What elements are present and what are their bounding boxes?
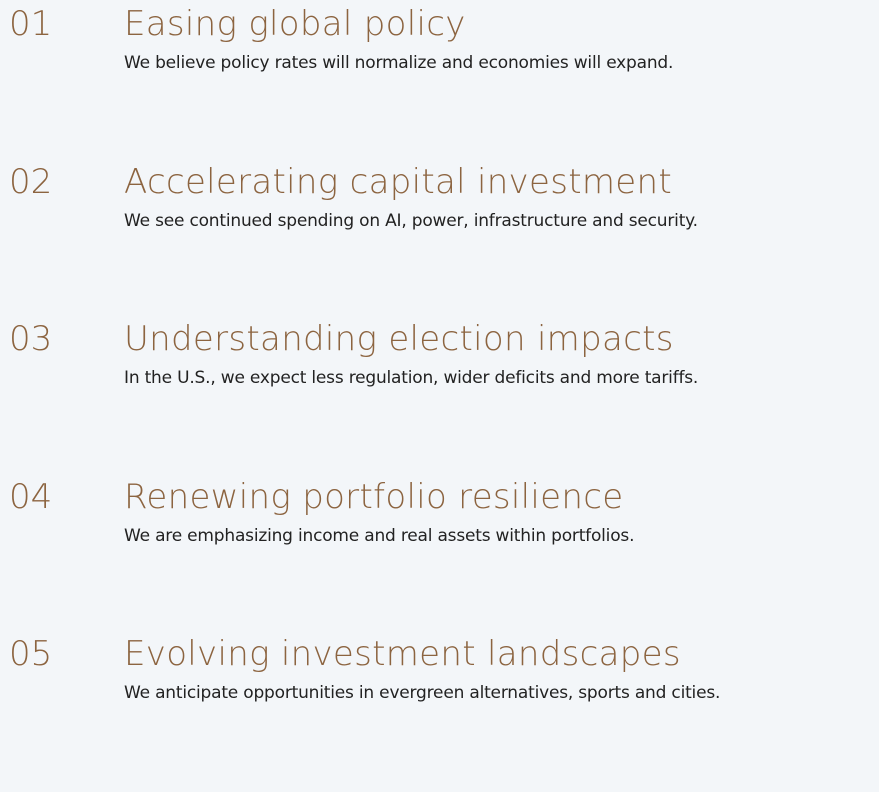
item-number: 04 (9, 476, 53, 517)
item-number: 03 (9, 319, 53, 359)
item-text: We anticipate opportunities in evergreen… (124, 683, 721, 703)
list-item: 05 Evolving investment landscapes We antic… (0, 634, 879, 714)
item-number: 02 (9, 161, 53, 202)
item-title: Evolving investment landscapes (124, 634, 681, 674)
item-title: Understanding election impacts (124, 319, 674, 359)
list-item: 02 Accelerating capital investment We see … (0, 162, 879, 242)
item-text: We believe policy rates will normalize a… (124, 53, 674, 73)
item-number: 05 (9, 634, 53, 674)
item-text: We see continued spending on AI, power, … (124, 210, 698, 231)
item-text: We are emphasizing income and real asset… (124, 525, 635, 546)
item-title: Easing global policy (124, 4, 466, 44)
item-title: Renewing portfolio resilience (124, 476, 624, 517)
list-item: 03 Understanding election impacts In the U… (0, 319, 879, 399)
list-item: 01 Easing global policy We believe policy … (0, 4, 879, 84)
item-text: In the U.S., we expect less regulation, … (124, 368, 699, 388)
item-title: Accelerating capital investment (124, 161, 672, 202)
list-item: 04 Renewing portfolio resilience We are em… (0, 477, 879, 557)
item-number: 01 (9, 4, 53, 44)
